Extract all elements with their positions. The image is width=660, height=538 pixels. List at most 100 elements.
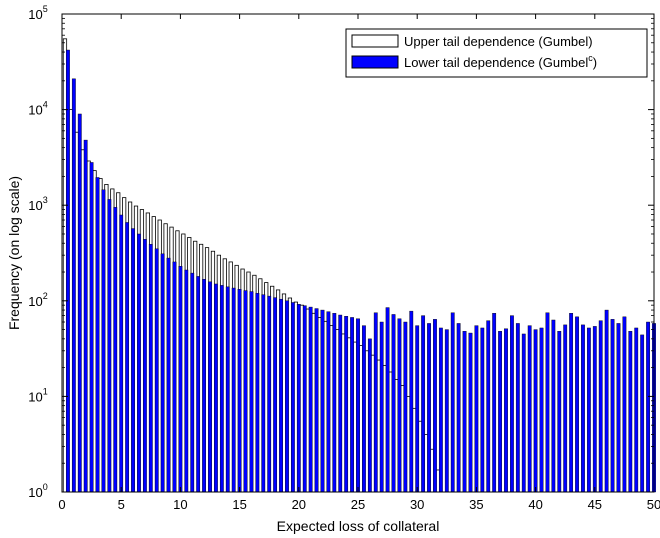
lower-tail-bar: [166, 257, 171, 493]
lower-tail-bar: [427, 323, 431, 493]
lower-tail-bar: [320, 309, 325, 493]
legend-label-upper: Upper tail dependence (Gumbel): [404, 34, 593, 49]
lower-tail-bar: [646, 321, 650, 493]
lower-tail-bar: [107, 199, 112, 493]
lower-tail-bar: [409, 310, 414, 493]
lower-tail-bar: [486, 320, 491, 493]
lower-tail-bar: [610, 319, 615, 493]
lower-tail-bar: [474, 325, 479, 493]
x-tick-label: 10: [173, 497, 187, 512]
lower-tail-bar: [344, 316, 349, 493]
lower-tail-bar: [628, 331, 633, 493]
x-axis-label: Expected loss of collateral: [277, 518, 440, 534]
lower-tail-bar: [598, 320, 603, 493]
lower-tail-bar: [160, 253, 165, 493]
x-tick-label: 5: [118, 497, 125, 512]
lower-tail-bar: [575, 316, 579, 493]
lower-tail-bar: [89, 162, 94, 493]
x-tick-label: 15: [232, 497, 246, 512]
lower-tail-bar: [545, 312, 550, 493]
lower-tail-bar: [604, 309, 609, 493]
lower-tail-bar: [356, 318, 360, 493]
legend-swatch-lower: [351, 55, 399, 69]
y-tick-label: 101: [28, 386, 47, 404]
legend-label-lower-superscript: c: [588, 53, 593, 63]
lower-tail-bar: [231, 287, 236, 493]
lower-tail-bar: [214, 283, 218, 493]
y-axis-label: Frequency (on log scale): [6, 176, 22, 330]
lower-tail-bar: [533, 329, 538, 493]
lower-tail-bar: [125, 222, 130, 493]
lower-tail-bar: [71, 78, 76, 493]
lower-tail-bar: [504, 328, 508, 493]
lower-tail-bar: [95, 177, 100, 493]
x-tick-label: 25: [351, 497, 365, 512]
legend: Upper tail dependence (Gumbel) Lower tai…: [345, 28, 648, 78]
lower-tail-bar: [498, 331, 502, 493]
lower-tail-bar: [379, 321, 384, 493]
lower-tail-bar: [101, 189, 106, 493]
lower-tail-bar: [237, 289, 242, 493]
y-tick-label: 105: [28, 4, 47, 22]
lower-tail-bar: [249, 291, 254, 493]
lower-tail-bar: [391, 314, 396, 493]
lower-tail-bar: [515, 323, 520, 493]
lower-tail-bar: [438, 327, 443, 493]
lower-tail-bar: [285, 300, 289, 493]
x-tick-label: 20: [292, 497, 306, 512]
lower-tail-bar: [462, 331, 467, 493]
x-tick-label: 35: [469, 497, 483, 512]
lower-tail-bar: [190, 272, 195, 493]
lower-tail-bar: [219, 285, 224, 493]
lower-tail-bar: [202, 279, 206, 493]
x-tick-label: 50: [647, 497, 660, 512]
lower-tail-bar: [373, 312, 378, 493]
x-tick-label: 0: [58, 497, 65, 512]
legend-label-lower-main: Lower tail dependence (Gumbel: [404, 55, 588, 70]
x-tick-label: 45: [588, 497, 602, 512]
lower-tail-bar: [178, 266, 183, 493]
lower-tail-bar: [332, 313, 337, 493]
lower-tail-bar: [267, 295, 272, 493]
lower-tail-bar: [113, 207, 118, 493]
y-tick-label: 104: [28, 100, 47, 118]
lower-tail-bar: [77, 113, 82, 493]
x-tick-label: 30: [410, 497, 424, 512]
lower-tail-bar: [208, 281, 212, 493]
lower-tail-bar: [255, 293, 260, 493]
lower-tail-bar: [273, 297, 278, 493]
lower-tail-bar: [142, 239, 147, 493]
lower-tail-bar: [385, 307, 390, 493]
lower-tail-bar: [640, 334, 645, 493]
y-tick-label: 103: [28, 195, 47, 213]
lower-tail-bar: [616, 323, 621, 493]
lower-tail-bar: [403, 321, 408, 493]
lower-tail-bar: [521, 333, 526, 493]
lower-tail-bar: [314, 308, 319, 493]
y-tick-label: 100: [28, 482, 47, 500]
lower-tail-bar: [362, 325, 366, 493]
lower-tail-bar: [539, 327, 544, 493]
lower-tail-bar: [551, 319, 556, 493]
lower-tail-bar: [154, 248, 159, 493]
lower-tail-bar: [415, 325, 420, 493]
lower-tail-bar: [492, 313, 497, 493]
lower-tail-bar: [66, 49, 70, 493]
lower-tail-bar: [279, 298, 283, 493]
legend-label-lower: Lower tail dependence (Gumbelc): [404, 53, 597, 70]
lower-tail-bar: [119, 214, 124, 493]
lower-tail-bar: [196, 276, 201, 493]
lower-tail-bar: [480, 327, 485, 493]
lower-tail-bar: [83, 139, 88, 493]
lower-tail-bar: [527, 325, 532, 493]
lower-tail-bar: [510, 315, 514, 493]
lower-tail-bar: [634, 327, 639, 493]
lower-tail-bar: [290, 302, 295, 493]
lower-tail-bar: [569, 313, 574, 493]
lower-tail-bar: [586, 327, 591, 493]
lower-tail-bar: [592, 326, 597, 493]
lower-tail-bar: [367, 338, 372, 493]
lower-tail-bar: [184, 269, 189, 493]
legend-box: [345, 28, 648, 78]
